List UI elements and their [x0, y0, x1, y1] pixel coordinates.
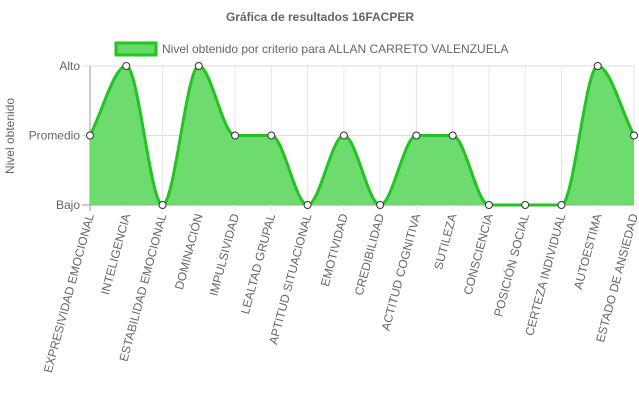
data-point	[376, 201, 385, 209]
x-tick-label: IMPULSIVIDAD	[207, 212, 243, 298]
y-axis-title: Nivel obtenido	[3, 98, 17, 174]
x-tick-label: LEALTAD GRUPAL	[238, 212, 278, 316]
x-tick-label: AUTOESTIMA	[571, 212, 605, 291]
x-tick-label: ACTITUD COGNITIVA	[379, 212, 424, 332]
data-point	[412, 131, 421, 140]
series-line	[88, 64, 636, 207]
x-tick-label: CREDIBILIDAD	[352, 212, 387, 297]
data-point	[593, 62, 602, 70]
x-tick-label: CERTEZA INDIVIDUAL	[522, 212, 568, 337]
data-point	[303, 201, 312, 209]
data-point	[86, 131, 94, 140]
y-tick-label: Alto	[59, 59, 80, 73]
y-axis-ticks: Bajo Promedio Alto	[29, 59, 81, 212]
data-point	[194, 62, 203, 70]
data-point	[267, 131, 276, 140]
x-tick-label: SUTILEZA	[431, 212, 459, 271]
y-tick-label: Promedio	[29, 129, 81, 143]
data-point	[448, 131, 457, 140]
data-point	[231, 131, 240, 140]
x-tick-label: INTELIGENCIA	[98, 212, 133, 296]
x-tick-label: EMOTIVIDAD	[318, 212, 351, 288]
data-point	[158, 201, 167, 209]
data-point	[521, 201, 530, 209]
x-tick-label: EXPRESIVIDAD EMOCIONAL	[41, 212, 97, 374]
y-tick-label: Bajo	[56, 198, 80, 212]
legend-label: Nivel obtenido por criterio para ALLAN C…	[162, 42, 508, 56]
x-tick-label: POSICIÓN SOCIAL	[490, 212, 532, 319]
series-layer	[86, 62, 638, 209]
data-point	[339, 131, 348, 140]
series-area	[90, 66, 634, 205]
x-axis-ticks: EXPRESIVIDAD EMOCIONAL INTELIGENCIAESTABI…	[41, 212, 639, 375]
x-tick-label: DOMINACIÓN	[171, 212, 206, 291]
data-point	[122, 62, 131, 70]
data-point	[557, 201, 566, 209]
chart-title: Gráfica de resultados 16FACPER	[226, 10, 414, 24]
data-point	[484, 201, 493, 209]
data-point	[630, 131, 638, 140]
x-tick-label: CONSCIENCIA	[461, 212, 496, 296]
legend[interactable]: Nivel obtenido por criterio para ALLAN C…	[114, 41, 508, 57]
legend-swatch	[114, 41, 158, 57]
